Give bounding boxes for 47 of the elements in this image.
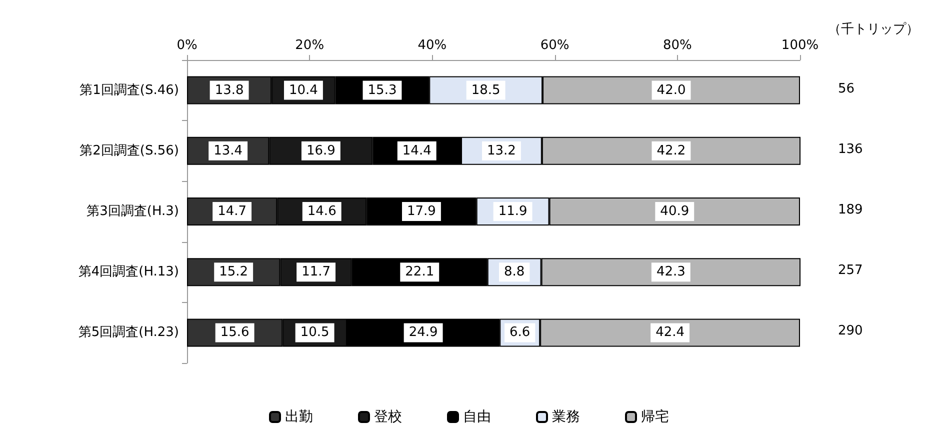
legend-label: 帰宅 [641,409,669,425]
data-label: 24.9 [408,325,438,340]
y-tick-label: 第3回調査(H.3) [86,204,179,219]
x-tick-label: 40% [418,38,447,53]
legend-label: 出勤 [285,409,313,425]
x-tick-label: 100% [781,38,819,53]
data-label: 17.9 [406,204,436,219]
data-label: 42.2 [656,143,686,158]
legend-label: 業務 [552,409,580,425]
text: （千トリップ） [828,22,919,37]
data-label: 8.8 [504,264,525,280]
data-label: 10.4 [288,82,318,98]
data-label: 40.9 [660,204,690,219]
y-tick-label: 第1回調査(S.46) [80,82,179,98]
data-label: 42.4 [656,325,685,340]
x-tick-label: 80% [662,38,692,53]
x-tick-label: 20% [295,38,324,53]
data-label: 22.1 [405,264,434,280]
text: 136 [838,142,863,157]
text: 257 [838,263,863,278]
data-label: 10.5 [300,325,330,340]
y-tick-label: 第5回調査(H.23) [78,325,179,340]
data-label: 13.8 [214,82,244,98]
text: 56 [838,81,855,96]
data-label: 11.7 [302,264,331,280]
x-tick-label: 0% [176,38,198,53]
data-label: 15.3 [368,82,397,98]
data-label: 14.4 [402,143,432,158]
y-tick-label: 第4回調査(H.13) [78,264,179,280]
text: 189 [838,202,863,218]
data-label: 13.2 [486,143,516,158]
y-tick-label: 第2回調査(S.56) [80,143,179,158]
data-label: 15.6 [220,325,250,340]
data-label: 6.6 [510,325,530,340]
data-label: 18.5 [471,82,500,98]
data-label: 14.7 [218,204,247,219]
data-label: 42.0 [656,82,686,98]
data-label: 16.9 [306,143,336,158]
data-label: 15.2 [219,264,248,280]
data-label: 42.3 [656,264,686,280]
data-label: 14.6 [307,204,336,219]
data-label: 13.4 [214,143,243,158]
x-tick-label: 60% [540,38,570,53]
text: 290 [838,324,863,339]
legend-label: 登校 [374,409,402,425]
legend-label: 自由 [463,409,491,425]
data-label: 11.9 [498,204,528,219]
